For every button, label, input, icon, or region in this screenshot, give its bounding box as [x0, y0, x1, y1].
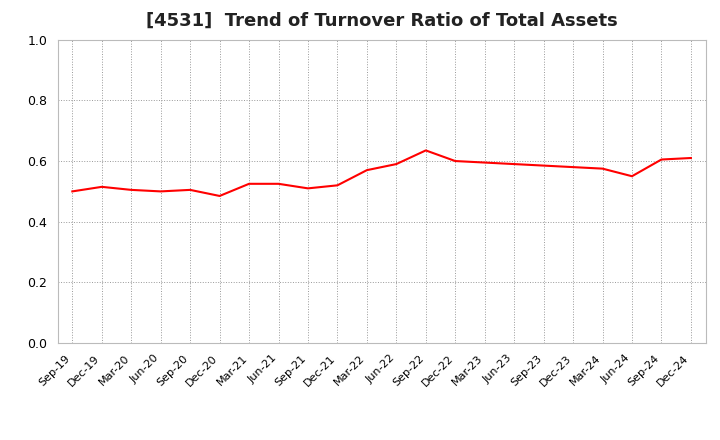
- Title: [4531]  Trend of Turnover Ratio of Total Assets: [4531] Trend of Turnover Ratio of Total …: [145, 12, 618, 30]
